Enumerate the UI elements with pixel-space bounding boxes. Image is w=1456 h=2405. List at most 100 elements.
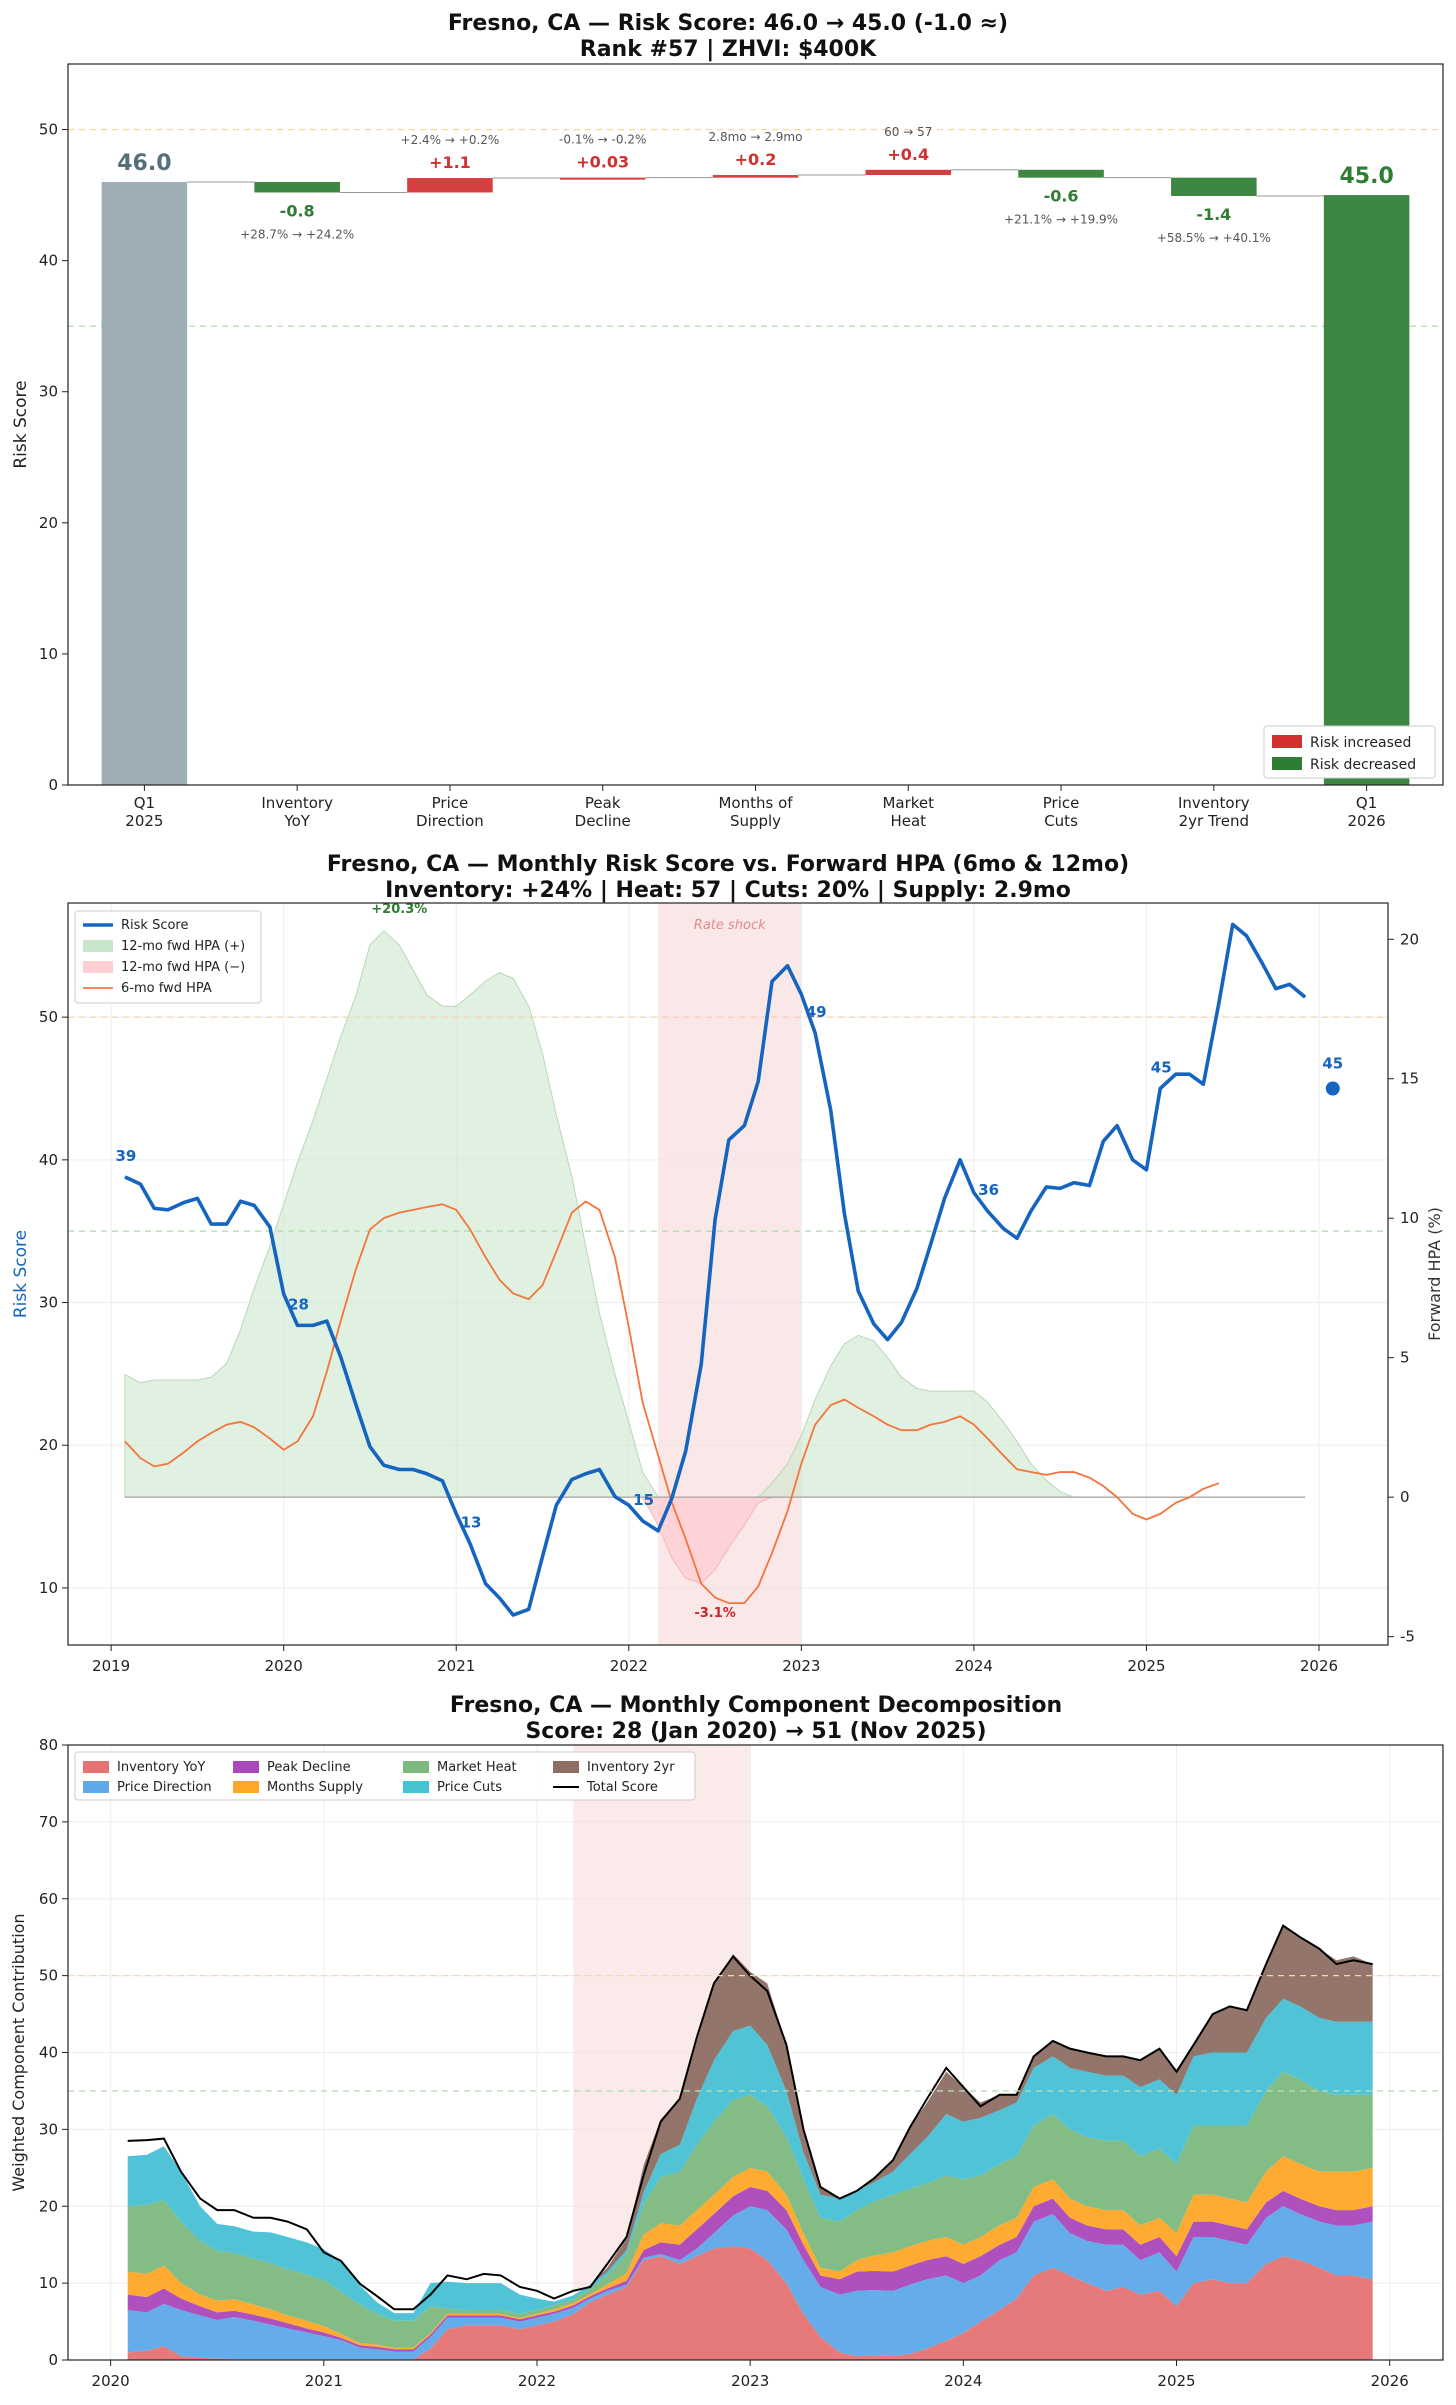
y2-tick-label: 5: [1400, 1349, 1410, 1367]
plot-frame: [67, 63, 1444, 786]
chart-title: Fresno, CA — Monthly Risk Score vs. Forw…: [327, 852, 1129, 877]
chart-subtitle: Rank #57 | ZHVI: $400K: [580, 37, 877, 62]
y-tick-label: 40: [39, 252, 58, 270]
bar-value-label: -0.6: [1044, 187, 1079, 206]
y-tick-label: 20: [39, 1436, 58, 1454]
legend-label: 6-mo fwd HPA: [121, 981, 212, 996]
x-tick-label: Q1 2025: [125, 794, 163, 830]
x-tick-label: 2024: [944, 2372, 982, 2390]
y-tick-label: 50: [39, 1008, 58, 1026]
y-tick-label: 10: [39, 2274, 58, 2292]
bar-note: +21.1% → +19.9%: [1004, 213, 1118, 227]
component-area: [127, 2206, 1373, 2360]
x-tick-label: Months of Supply: [718, 794, 793, 830]
component-area: [127, 1998, 1373, 2321]
waterfall-bar: [1323, 195, 1410, 785]
waterfall-bar: [407, 178, 493, 193]
y-tick-label: 40: [39, 1151, 58, 1169]
rate-shock-label: Rate shock: [694, 918, 766, 933]
y-axis-label: Risk Score: [11, 1230, 31, 1318]
x-tick-label: 2020: [265, 1657, 303, 1675]
plot-frame: [67, 902, 1389, 1646]
waterfall-bar: [559, 177, 646, 180]
score-annotation: 28: [288, 1295, 309, 1313]
y-tick-label: 10: [39, 1579, 58, 1597]
waterfall-bar: [865, 169, 952, 176]
x-tick-label: Inventory 2yr Trend: [1178, 794, 1250, 830]
x-tick-label: Market Heat: [882, 794, 934, 830]
legend-label: Inventory YoY: [117, 1760, 205, 1775]
legend-label: Risk decreased: [1310, 757, 1416, 773]
y-tick-label: 0: [48, 2351, 58, 2369]
hpa6-line: [124, 1200, 1220, 1605]
component-area: [127, 2246, 1373, 2360]
y-tick-label: 10: [39, 645, 58, 663]
waterfall-bar: [1018, 169, 1104, 178]
legend-label: Inventory 2yr: [587, 1760, 675, 1775]
x-tick-label: 2022: [610, 1657, 648, 1675]
x-tick-label: 2021: [305, 2372, 343, 2390]
score-annotation: 49: [806, 1003, 827, 1021]
x-tick-label: Price Cuts: [1043, 794, 1080, 830]
x-tick-label: 2022: [518, 2372, 556, 2390]
bar-note: +28.7% → +24.2%: [240, 227, 354, 241]
bar-note: +58.5% → +40.1%: [1157, 231, 1271, 245]
bar-value-label: +0.2: [735, 150, 777, 169]
chart-subtitle: Score: 28 (Jan 2020) → 51 (Nov 2025): [525, 1719, 986, 1744]
legend-swatch: [233, 1781, 259, 1793]
current-score-point: [1325, 1081, 1340, 1096]
legend-swatch: [83, 1761, 109, 1773]
x-tick-label: 2020: [92, 2372, 130, 2390]
score-annotation: 36: [978, 1181, 999, 1199]
bar-note: +2.4% → +0.2%: [401, 133, 500, 147]
bar-value-label: +0.03: [576, 153, 629, 172]
legend-label: Risk Score: [121, 918, 189, 933]
legend-swatch: [553, 1761, 579, 1773]
y-tick-label: 0: [48, 776, 58, 794]
legend-swatch: [1272, 757, 1302, 770]
score-annotation: 39: [116, 1147, 137, 1165]
x-tick-label: Q1 2026: [1348, 794, 1386, 830]
bar-value-label: -1.4: [1196, 205, 1231, 224]
y-axis-label: Weighted Component Contribution: [9, 1913, 28, 2191]
legend-swatch: [83, 961, 113, 973]
x-tick-label: Inventory YoY: [261, 794, 333, 830]
legend-swatch: [83, 1781, 109, 1793]
x-tick-label: 2023: [731, 2372, 769, 2390]
chart-title: Fresno, CA — Monthly Component Decomposi…: [450, 1693, 1062, 1718]
x-tick-label: 2026: [1371, 2372, 1409, 2390]
x-tick-label: Peak Decline: [575, 794, 631, 830]
legend-swatch: [233, 1761, 259, 1773]
legend-label: Risk increased: [1310, 735, 1411, 751]
y-tick-label: 80: [39, 1736, 58, 1754]
y-tick-label: 20: [39, 2197, 58, 2215]
bar-note: -0.1% → -0.2%: [559, 133, 646, 147]
score-annotation: 13: [461, 1514, 482, 1532]
bar-value-label: +1.1: [429, 153, 471, 172]
y2-tick-label: 20: [1400, 930, 1419, 948]
x-tick-label: 2021: [437, 1657, 475, 1675]
y2-tick-label: 10: [1400, 1209, 1419, 1227]
x-tick-label: Price Direction: [416, 794, 484, 830]
y-tick-label: 70: [39, 1813, 58, 1831]
y2-tick-label: 15: [1400, 1070, 1419, 1088]
current-score-label: 45: [1322, 1055, 1343, 1073]
y2-tick-label: -5: [1400, 1628, 1415, 1646]
y-axis-label: Risk Score: [11, 380, 31, 468]
chart-subtitle: Inventory: +24% | Heat: 57 | Cuts: 20% |…: [385, 878, 1071, 903]
x-tick-label: 2024: [955, 1657, 993, 1675]
component-area: [127, 2156, 1373, 2350]
hpa-annotation: -3.1%: [694, 1606, 735, 1621]
legend-box: [74, 910, 262, 1004]
legend-label: Peak Decline: [267, 1760, 351, 1775]
risk-score-line: [124, 922, 1307, 1617]
x-tick-label: 2025: [1127, 1657, 1165, 1675]
legend-swatch: [403, 1781, 429, 1793]
legend-label: 12-mo fwd HPA (+): [121, 939, 245, 954]
legend-label: Total Score: [586, 1780, 658, 1795]
hpa-annotation: +20.3%: [371, 902, 427, 917]
legend-swatch: [1272, 735, 1302, 748]
score-annotation: 45: [1151, 1059, 1172, 1077]
